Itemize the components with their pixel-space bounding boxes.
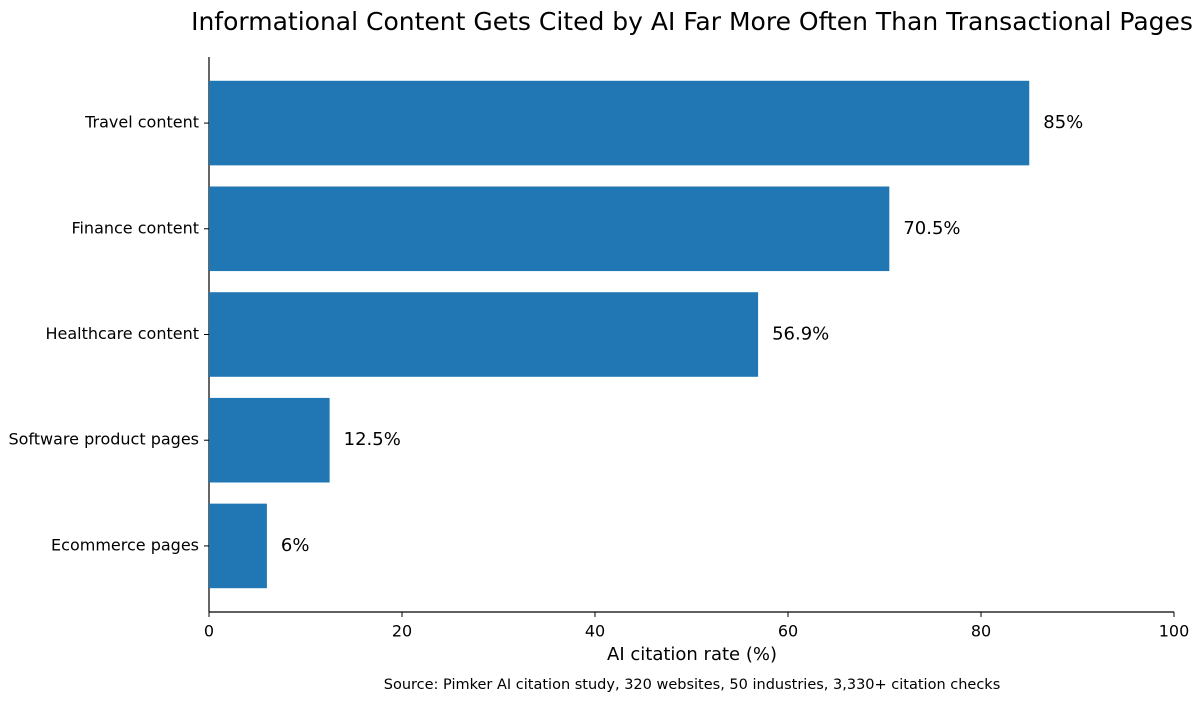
x-tick-label: 0	[204, 622, 214, 641]
x-tick-label: 80	[971, 622, 991, 641]
value-label: 6%	[281, 535, 310, 556]
y-tick-label: Finance content	[71, 218, 199, 237]
bar	[209, 80, 1030, 166]
x-tick-label: 20	[392, 622, 412, 641]
y-tick-label: Software product pages	[8, 430, 199, 449]
y-tick-label: Travel content	[84, 113, 199, 132]
y-tick-label: Healthcare content	[45, 324, 199, 343]
value-label: 70.5%	[903, 218, 960, 239]
value-label: 56.9%	[772, 324, 829, 345]
chart-title: Informational Content Gets Cited by AI F…	[191, 7, 1193, 36]
value-label: 85%	[1043, 112, 1083, 133]
bar	[209, 503, 267, 589]
x-tick-label: 40	[585, 622, 605, 641]
y-tick-label: Ecommerce pages	[51, 535, 199, 554]
bar	[209, 397, 330, 483]
x-axis-label: AI citation rate (%)	[607, 644, 777, 665]
bar	[209, 186, 890, 272]
bar	[209, 292, 759, 377]
source-note: Source: Pimker AI citation study, 320 we…	[384, 677, 1001, 693]
value-label: 12.5%	[344, 429, 401, 450]
x-tick-label: 60	[778, 622, 798, 641]
x-tick-label: 100	[1159, 622, 1190, 641]
